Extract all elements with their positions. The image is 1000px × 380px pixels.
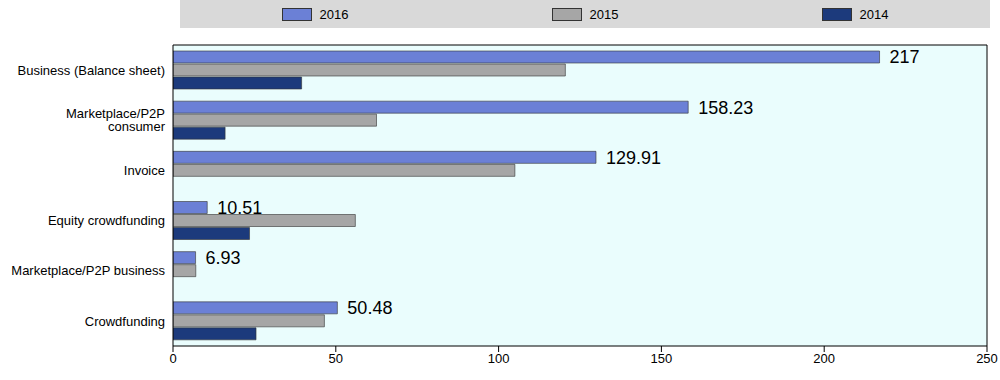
svg-text:Marketplace/P2Pconsumer: Marketplace/P2Pconsumer xyxy=(66,106,166,134)
html-text:2016: 2016 xyxy=(319,6,349,22)
svg-text:50: 50 xyxy=(329,351,343,366)
svg-text:0: 0 xyxy=(169,351,176,366)
svg-text:10.51: 10.51 xyxy=(217,198,262,218)
svg-text:129.91: 129.91 xyxy=(606,148,661,168)
svg-text:150: 150 xyxy=(651,351,673,366)
svg-text:Invoice: Invoice xyxy=(124,163,165,178)
svg-text:217: 217 xyxy=(890,47,920,67)
svg-text:6.93: 6.93 xyxy=(206,248,241,268)
svg-text:100: 100 xyxy=(488,351,510,366)
html-text:2014: 2014 xyxy=(859,6,889,22)
svg-text:50.48: 50.48 xyxy=(347,298,392,318)
svg-text:Business (Balance sheet): Business (Balance sheet) xyxy=(18,63,165,78)
svg-text:Crowdfunding: Crowdfunding xyxy=(85,314,165,329)
html-text:2015: 2015 xyxy=(589,6,619,22)
svg-text:Equity crowdfunding: Equity crowdfunding xyxy=(48,213,165,228)
svg-text:158.23: 158.23 xyxy=(698,98,753,118)
svg-text:Marketplace/P2P business: Marketplace/P2P business xyxy=(11,263,165,278)
svg-text:250: 250 xyxy=(976,351,992,366)
svg-text:200: 200 xyxy=(813,351,835,366)
